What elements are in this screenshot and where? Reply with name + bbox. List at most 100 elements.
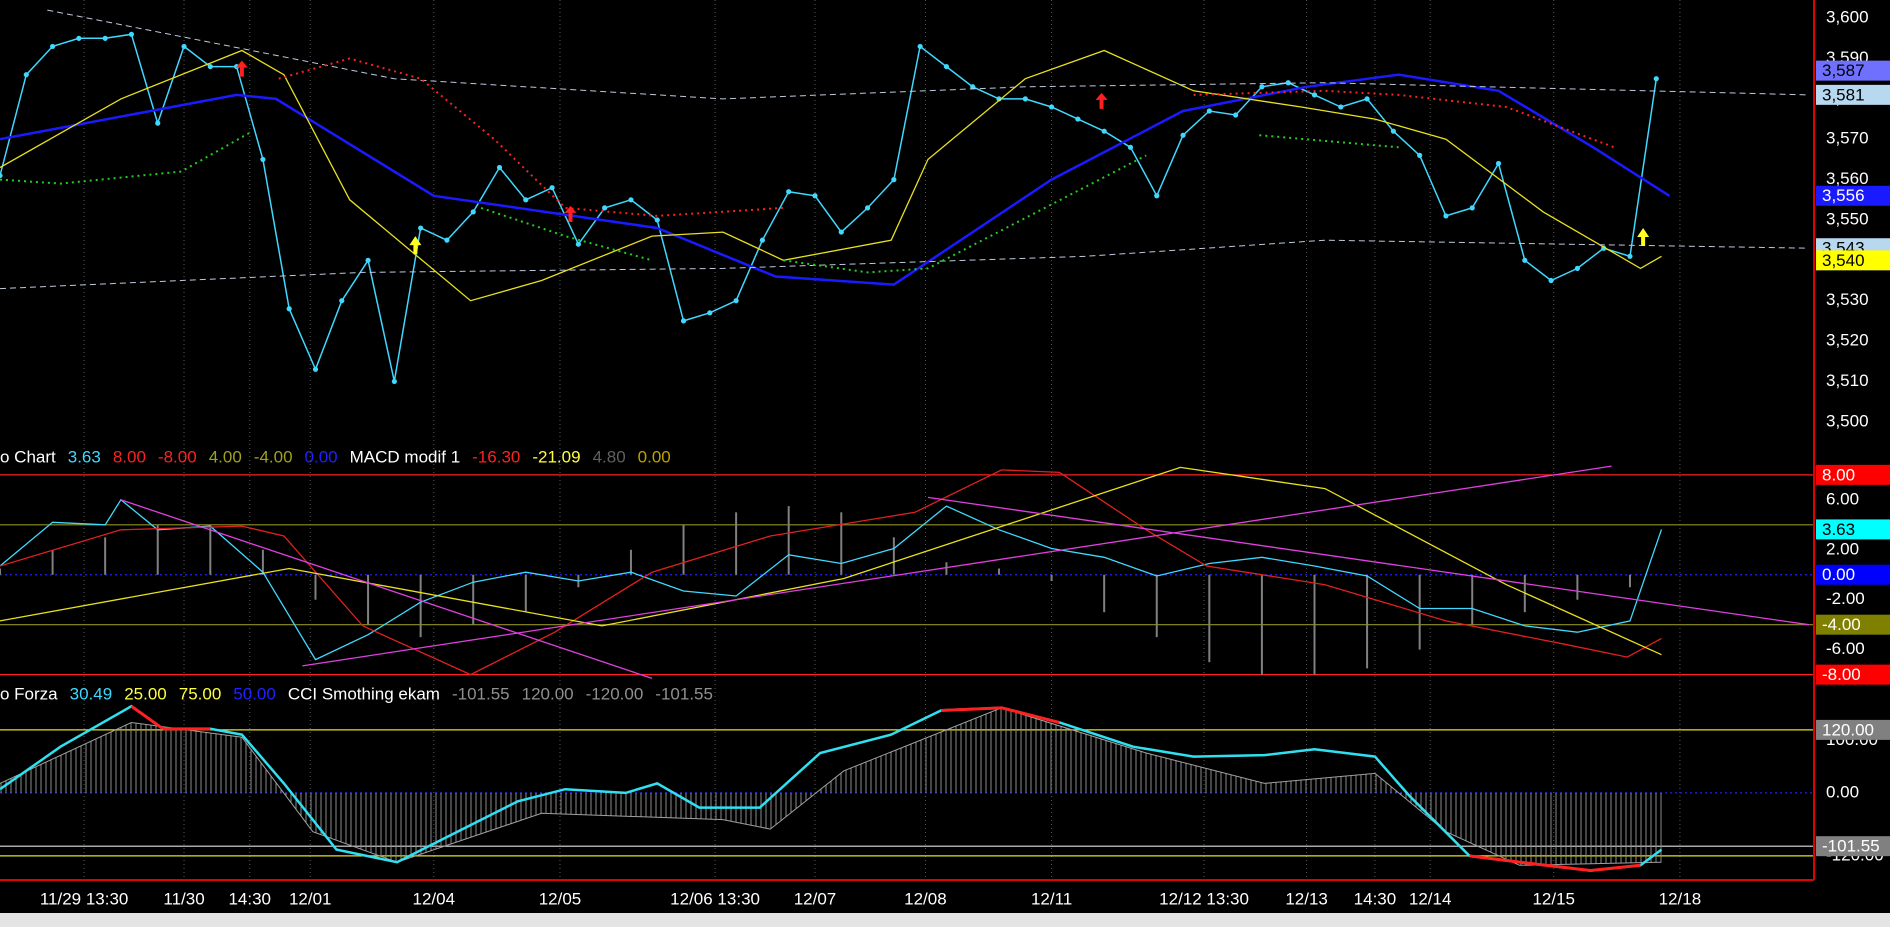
legend-entry: -120.00: [586, 684, 644, 703]
price-point: [1653, 76, 1659, 82]
signal-arrow: [235, 60, 248, 77]
price-point: [444, 237, 450, 243]
series-line: [278, 57, 1615, 217]
extreme-segment: [1469, 854, 1520, 864]
legend-entry: -21.09: [532, 447, 580, 466]
legend-entry: o Chart: [0, 447, 56, 466]
price-point: [23, 72, 29, 78]
axis-value-box: [1816, 614, 1890, 635]
price-point: [680, 318, 687, 324]
price-point: [128, 31, 135, 37]
x-tick-label: 12/05: [539, 889, 582, 908]
legend-entry: 75.00: [179, 684, 222, 703]
price-point: [0, 172, 3, 179]
price-point: [1206, 108, 1212, 114]
price-point: [1495, 160, 1502, 167]
price-point: [312, 366, 319, 372]
legend-entry: MACD modif 1: [350, 447, 461, 466]
legend-entry: 30.49: [70, 684, 113, 703]
series-line: [47, 9, 1809, 100]
price-point: [707, 310, 713, 316]
series-line: [0, 239, 1809, 290]
axis-value-label: 3,587: [1822, 61, 1865, 80]
y-tick-label: 3,530: [1826, 290, 1869, 309]
series-line: [0, 466, 1662, 656]
series-line: [0, 33, 1658, 382]
price-point: [1022, 96, 1028, 102]
price-point: [575, 241, 581, 247]
price-point: [1627, 253, 1633, 259]
x-tick-label: 12/14: [1409, 889, 1452, 908]
axis-value-box: [1816, 250, 1890, 271]
x-tick-label: 12/06 13:30: [670, 889, 760, 908]
legend-entry: 0.00: [305, 447, 338, 466]
x-tick-label: 11/29 13:30: [40, 889, 129, 908]
extreme-segment: [1001, 706, 1060, 724]
axis-value-box: [1816, 464, 1890, 485]
price-point: [628, 197, 634, 203]
price-point: [496, 164, 503, 171]
y-tick-label: -2.00: [1826, 589, 1865, 608]
price-point: [654, 217, 660, 223]
axis-value-box: [1816, 519, 1890, 540]
price-point: [470, 209, 476, 215]
price-point: [155, 120, 161, 126]
price-point: [1101, 128, 1107, 134]
series-line: [0, 73, 1671, 286]
y-tick-label: 0.00: [1826, 782, 1859, 801]
price-point: [76, 35, 82, 41]
legend-entry: 4.80: [593, 447, 626, 466]
legend-entry: 50.00: [233, 684, 276, 703]
price-point: [759, 237, 766, 243]
series-line: [0, 130, 1399, 274]
signal-arrow: [564, 205, 577, 222]
axis-value-box: [1816, 836, 1890, 857]
legend-entry: 8.00: [113, 447, 146, 466]
y-tick-label: 3,600: [1826, 8, 1869, 27]
legend-entry: CCI Smothing ekam: [288, 684, 440, 703]
panel: [0, 9, 1809, 385]
legend-entry: -16.30: [472, 447, 520, 466]
price-point: [365, 257, 371, 263]
axis-value-label: 0.00: [1822, 565, 1855, 584]
axis-value-box: [1816, 84, 1890, 105]
axis-value-box: [1816, 719, 1890, 740]
price-point: [1364, 96, 1370, 102]
panel: [0, 704, 1814, 873]
legend-entry: -101.55: [655, 684, 713, 703]
signal-arrow: [409, 236, 422, 255]
legend-entry: o Forza: [0, 684, 58, 703]
axis-value-label: 3,556: [1822, 186, 1865, 205]
axis-value-label: -101.55: [1822, 837, 1880, 856]
axis-value-label: 3.63: [1822, 520, 1855, 539]
legend-entry: 25.00: [124, 684, 167, 703]
price-point: [391, 378, 397, 385]
series-line: [0, 704, 1663, 872]
y-tick-label: 3,520: [1826, 331, 1869, 350]
price-point: [523, 197, 529, 203]
status-strip: [0, 913, 1890, 927]
price-point: [1443, 213, 1449, 219]
y-tick-label: 3,500: [1826, 411, 1869, 430]
series-line: [0, 469, 1662, 676]
price-point: [1522, 257, 1528, 263]
series-line: [0, 49, 1662, 302]
extreme-segment: [941, 706, 1002, 712]
price-point: [812, 193, 818, 199]
y-tick-label: 3,510: [1826, 371, 1869, 390]
trendline: [120, 499, 653, 679]
legend-entry: 120.00: [522, 684, 574, 703]
price-point: [1233, 112, 1239, 118]
x-tick-label: 14:30: [1354, 889, 1397, 908]
price-point: [1469, 205, 1475, 211]
axis-value-label: 3,540: [1822, 251, 1865, 270]
price-point: [1048, 104, 1055, 110]
axis-value-box: [1816, 60, 1890, 81]
trendline: [927, 496, 1809, 626]
x-tick-label: 12/07: [794, 889, 837, 908]
y-tick-label: 2.00: [1826, 539, 1859, 558]
price-point: [102, 35, 108, 41]
price-point: [286, 306, 292, 312]
price-point: [891, 177, 897, 183]
axis-value-label: 120.00: [1822, 720, 1874, 739]
